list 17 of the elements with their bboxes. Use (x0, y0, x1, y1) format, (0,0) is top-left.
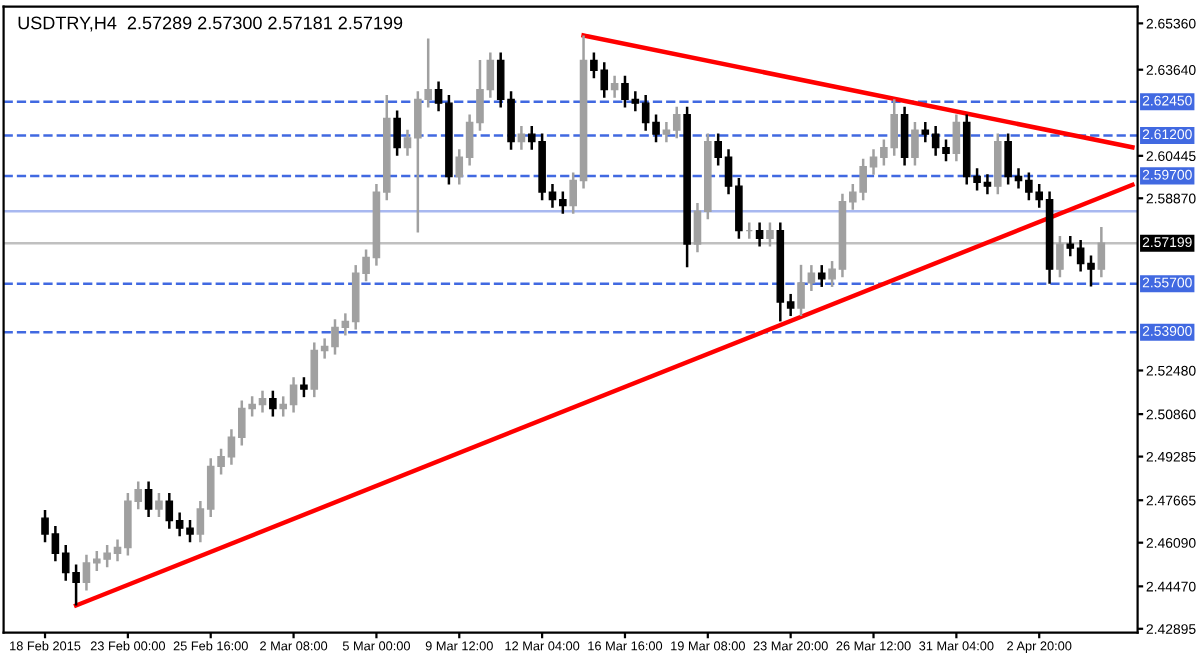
candlestick (1097, 225, 1106, 279)
candlestick (755, 221, 764, 248)
candlestick (952, 113, 961, 163)
candlestick (766, 221, 774, 248)
candlestick (155, 491, 163, 519)
candlestick (1056, 234, 1064, 279)
candlestick (817, 263, 826, 289)
candlestick (911, 120, 919, 167)
candlestick (610, 74, 619, 99)
candlestick (300, 375, 308, 399)
candlestick (393, 109, 401, 157)
chart-title: USDTRY,H4 2.57289 2.57300 2.57181 2.57199 (18, 16, 403, 32)
candlestick (517, 124, 526, 152)
candlestick (993, 132, 1002, 196)
candlestick (144, 480, 153, 519)
candlestick (900, 105, 909, 167)
candlestick (269, 389, 277, 418)
